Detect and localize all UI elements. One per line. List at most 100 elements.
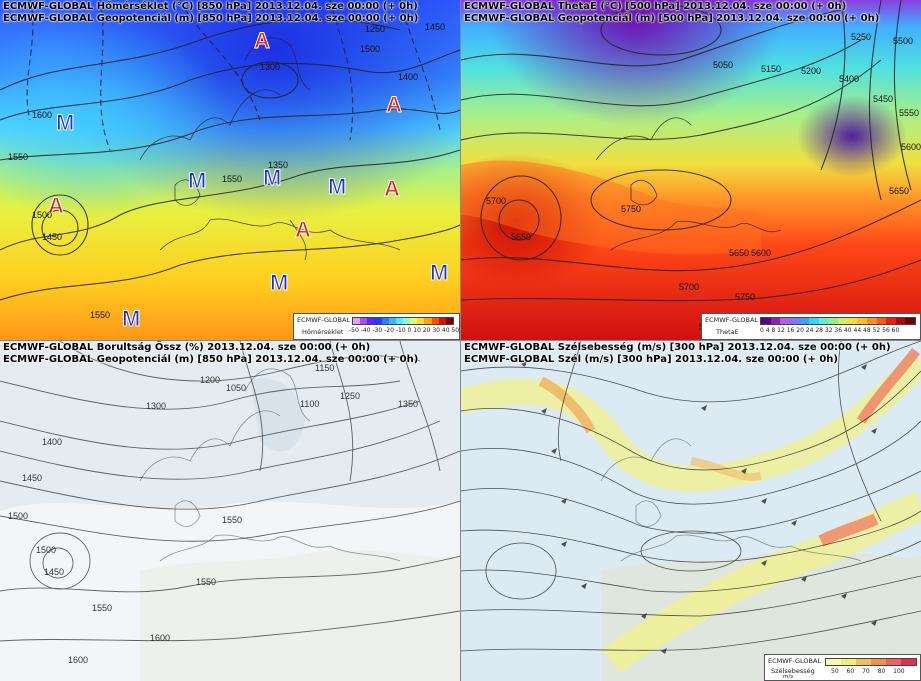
contour-label: 1300: [260, 62, 280, 72]
contour-label: 1450: [22, 473, 42, 483]
contour-label: 1200: [200, 375, 220, 385]
contour-label: 5400: [839, 74, 859, 84]
wind-field: [461, 341, 921, 681]
legend-color-swatch: [438, 318, 446, 324]
contour-label: 1550: [92, 603, 112, 613]
legend-colorbar: [825, 658, 917, 666]
contour-label: 1500: [360, 44, 380, 54]
contour-label: 1500: [36, 545, 56, 555]
low-pressure-marker: M: [270, 270, 288, 295]
legend-color-swatch: [388, 318, 396, 324]
wind-map-panel: ECMWF-GLOBAL Szélsebesség (m/s) [300 hPa…: [461, 341, 921, 681]
legend-color-swatch: [856, 659, 871, 665]
legend-model: ECMWF-GLOBAL: [297, 316, 351, 324]
contour-label: 1550: [222, 515, 242, 525]
contour-label: 1600: [32, 110, 52, 120]
low-pressure-marker: M: [122, 306, 140, 331]
contour-label: 1500: [8, 511, 28, 521]
legend-color-swatch: [445, 318, 453, 324]
legend-color-swatch: [866, 318, 877, 324]
legend-color-swatch: [761, 318, 771, 324]
contour-label: 5650: [889, 186, 909, 196]
contour-label: 5050: [713, 60, 733, 70]
temperature-field: A A A A A M M M M M M M 1600 1550 1500 1…: [0, 0, 460, 340]
legend-variable: Hőmérséklet: [302, 328, 344, 336]
high-pressure-marker: A: [295, 217, 311, 242]
legend-color-swatch: [402, 318, 411, 324]
contour-label: 5600: [901, 142, 921, 152]
contour-label: 1250: [365, 24, 385, 34]
legend-color-swatch: [841, 659, 856, 665]
legend-variable: Szélsebesség: [771, 667, 815, 675]
contour-label: 5700: [486, 196, 506, 206]
contour-label: 1550: [222, 174, 242, 184]
contour-label: 1350: [268, 160, 288, 170]
contour-label: 1550: [90, 310, 110, 320]
contour-label: 1250: [340, 391, 360, 401]
legend-color-swatch: [876, 318, 887, 324]
cloud-cover-field: 1200 1250 1100 1150 1050 1300 1350 1400 …: [0, 341, 460, 681]
legend-model: ECMWF-GLOBAL: [768, 657, 822, 665]
thetae-field: 5700 5650 5750 5700 5650 5600 5750 5850 …: [461, 0, 921, 340]
legend-color-swatch: [367, 318, 375, 324]
legend-color-swatch: [886, 659, 901, 665]
contour-label: 1550: [196, 577, 216, 587]
legend-color-swatch: [857, 318, 867, 324]
contour-label: 1100: [300, 399, 319, 409]
panel-header-line1: ECMWF-GLOBAL ThetaE (°C) [500 hPa] 2013.…: [464, 1, 847, 12]
legend-ticks: 0 4 8 12 16 20 24 28 32 36 40 44 48 52 5…: [760, 327, 900, 334]
legend-color-swatch: [847, 318, 858, 324]
legend-color-swatch: [809, 318, 819, 324]
panel-divider-horizontal: [0, 340, 921, 341]
contour-label: 1450: [42, 232, 62, 242]
legend-variable: ThetaE: [716, 328, 739, 336]
legend-color-swatch: [818, 318, 829, 324]
panel-header-line1: ECMWF-GLOBAL Borultság Össz (%) 2013.12.…: [3, 342, 371, 353]
high-pressure-marker: A: [384, 176, 400, 201]
high-pressure-marker: A: [386, 92, 402, 117]
thetae-legend: ECMWF-GLOBAL ThetaE 0 4 8 12 16 20 24 28…: [701, 313, 921, 340]
contour-label: 1400: [398, 72, 418, 82]
legend-color-swatch: [895, 318, 906, 324]
contour-label: 1600: [68, 655, 88, 665]
legend-color-swatch: [828, 318, 838, 324]
contour-label: 5750: [621, 204, 641, 214]
contour-label: 5150: [761, 64, 781, 74]
contour-label: 5650: [729, 248, 749, 258]
panel-header-line2: ECMWF-GLOBAL Geopotenciál (m) [500 hPa] …: [464, 13, 880, 24]
contour-label: 5200: [801, 66, 821, 76]
temperature-map-panel: A A A A A M M M M M M M 1600 1550 1500 1…: [0, 0, 460, 340]
contour-label: 5550: [899, 108, 919, 118]
contour-label: 1450: [44, 567, 64, 577]
legend-model: ECMWF-GLOBAL: [705, 316, 759, 324]
legend-color-swatch: [381, 318, 389, 324]
contour-label: 1150: [315, 363, 334, 373]
contour-label: 1600: [150, 633, 170, 643]
legend-color-swatch: [871, 659, 886, 665]
legend-colorbar: [760, 317, 916, 325]
wind-legend: ECMWF-GLOBAL Szélsebesség m/s 50 60 70 8…: [764, 654, 921, 681]
high-pressure-marker: A: [48, 193, 64, 218]
contour-label: 1450: [425, 22, 445, 32]
legend-colorbar: [352, 317, 454, 325]
temperature-legend: ECMWF-GLOBAL Hőmérséklet -50 -40 -30 -20…: [293, 313, 460, 340]
legend-color-swatch: [901, 659, 916, 665]
legend-color-swatch: [780, 318, 790, 324]
contour-label: 5500: [893, 36, 913, 46]
panel-header-line1: ECMWF-GLOBAL Hőmérséklet (°C) [850 hPa] …: [3, 1, 418, 12]
legend-color-swatch: [431, 318, 439, 324]
legend-unit: m/s: [783, 674, 794, 680]
contour-label: 5450: [873, 94, 893, 104]
legend-color-swatch: [395, 318, 403, 324]
legend-color-swatch: [417, 318, 425, 324]
legend-color-swatch: [826, 659, 841, 665]
thetae-map-panel: 5700 5650 5750 5700 5650 5600 5750 5850 …: [461, 0, 921, 340]
contour-label: 1550: [8, 152, 28, 162]
contour-label: 5250: [851, 32, 871, 42]
low-pressure-marker: M: [263, 165, 281, 190]
contour-label: 5650: [511, 232, 531, 242]
legend-color-swatch: [799, 318, 810, 324]
panel-header-line1: ECMWF-GLOBAL Szélsebesség (m/s) [300 hPa…: [464, 342, 891, 353]
legend-ticks: -50 -40 -30 -20 -10 0 10 20 30 40 50: [349, 327, 460, 334]
panel-header-line2: ECMWF-GLOBAL Geopotenciál (m) [850 hPa] …: [3, 13, 419, 24]
